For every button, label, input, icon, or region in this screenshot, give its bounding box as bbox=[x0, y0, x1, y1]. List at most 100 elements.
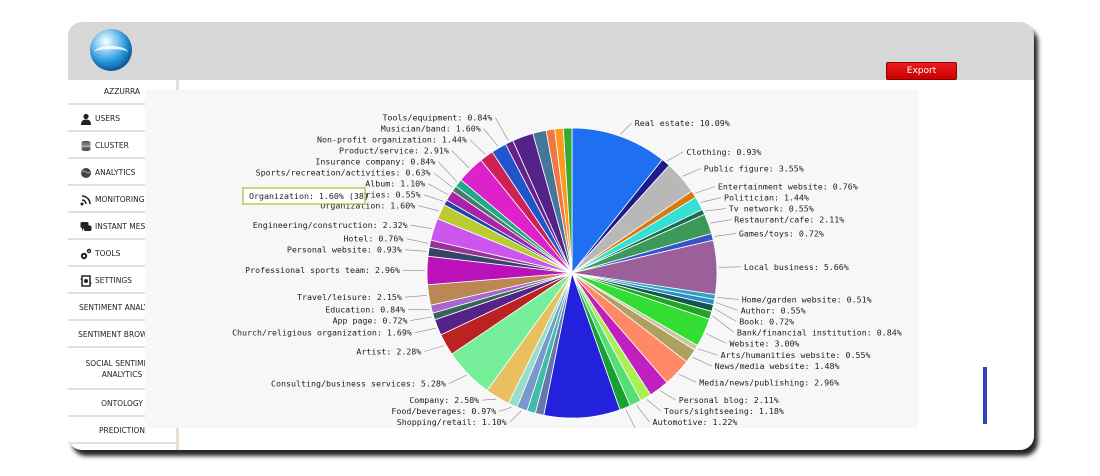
pie-connector-line bbox=[438, 161, 458, 182]
pie-connector-line bbox=[697, 348, 718, 356]
pie-data-label: Tv network: 0.55% bbox=[729, 204, 814, 214]
pie-connector-line bbox=[469, 139, 486, 155]
sidebar-item-label: ANALYTICS bbox=[95, 168, 136, 177]
pie-data-label: Musician/band: 1.60% bbox=[381, 124, 481, 134]
chart-panel: Real estate: 10.09% Clothing: 0.93% Public… bbox=[145, 90, 918, 439]
sidebar-item-users[interactable]: USERS bbox=[68, 107, 176, 132]
pie-connector-line bbox=[695, 186, 715, 194]
pie-data-label: Education: 0.84% bbox=[325, 305, 405, 315]
pie-connector-line bbox=[705, 208, 726, 212]
pie-connector-line bbox=[410, 224, 432, 229]
pie-data-label: Book series: 0.55% bbox=[331, 190, 421, 200]
pie-slices bbox=[426, 127, 718, 419]
wifi-signal-icon bbox=[80, 194, 92, 206]
pie-data-label: Food/beverages: 0.97% bbox=[391, 406, 496, 416]
pie-connector-line bbox=[448, 374, 467, 384]
pie-connector-line bbox=[718, 266, 741, 268]
sidebar-item-settings[interactable]: SETTINGS bbox=[68, 269, 176, 294]
pie-connector-line bbox=[433, 172, 453, 188]
pie-connector-line bbox=[714, 233, 736, 237]
pie-data-label: Book: 0.72% bbox=[739, 316, 794, 326]
sidebar-item-sentiment-browsing[interactable]: SENTIMENT BROWSING bbox=[68, 323, 176, 348]
pie-connector-line bbox=[714, 308, 737, 322]
pie-connector-line bbox=[682, 168, 701, 177]
export-button[interactable]: Export bbox=[886, 62, 957, 80]
pie-data-label: Arts/humanities website: 0.55% bbox=[721, 350, 871, 360]
pie-connector-line bbox=[636, 404, 650, 423]
pie-data-label: Sports/recreation/activities: 0.63% bbox=[256, 168, 431, 178]
pie-connector-line bbox=[482, 398, 497, 401]
pie-connector-line bbox=[692, 356, 712, 367]
sidebar-item-label: TOOLS bbox=[95, 249, 121, 258]
pie-connector-line bbox=[715, 302, 738, 311]
sidebar-item-label: SOCIAL SENTIMENT ANALYTICS bbox=[85, 359, 159, 379]
pie-data-label: Website: 3.00% bbox=[730, 338, 800, 348]
pie-connector-line bbox=[509, 410, 522, 423]
pie-data-label: Personal blog: 2.11% bbox=[679, 395, 779, 405]
sidebar-item-ontology[interactable]: ONTOLOGY bbox=[68, 392, 176, 417]
pie-data-label: Media/news/publishing: 2.96% bbox=[699, 377, 839, 387]
pie-connector-line bbox=[499, 406, 512, 412]
tooltip-text: Organization: 1.60% (38) bbox=[249, 191, 369, 201]
pie-data-label: Home/garden website: 0.51% bbox=[742, 294, 872, 304]
pie-data-label: Entertainment website: 0.76% bbox=[718, 182, 858, 192]
pie-data-label: Politician: 1.44% bbox=[724, 193, 809, 203]
pie-connector-line bbox=[404, 249, 427, 252]
sidebar-item-sentiment-analytics[interactable]: SENTIMENT ANALYTICS bbox=[68, 296, 176, 321]
sidebar-item-instant-message[interactable]: INSTANT MESSAGE bbox=[68, 215, 176, 240]
scrollbar-thumb[interactable] bbox=[983, 367, 987, 424]
pie-data-label: Professional sports team: 2.96% bbox=[245, 265, 400, 275]
sidebar-item-monitoring[interactable]: MONITORING bbox=[68, 188, 176, 213]
sidebar-item-cluster[interactable]: CLUSTER bbox=[68, 134, 176, 159]
sidebar-item-label: USERS bbox=[95, 114, 120, 123]
pie-tooltip: Organization: 1.60% (38) bbox=[242, 187, 369, 205]
sidebar-item-azzurra[interactable]: AZZURRA bbox=[68, 80, 176, 105]
tooltip-box bbox=[242, 187, 366, 205]
pie-data-label: Author: 0.55% bbox=[741, 305, 806, 315]
pie-data-label: Automotive: 1.22% bbox=[653, 417, 738, 427]
pie-connector-line bbox=[625, 409, 638, 434]
pie-data-label: App page: 0.72% bbox=[333, 316, 408, 326]
pie-connector-line bbox=[716, 297, 739, 300]
pie-connector-line bbox=[404, 295, 427, 298]
pie-connector-line bbox=[410, 316, 432, 321]
pie-connector-line bbox=[428, 183, 448, 195]
sidebar-item-label: SETTINGS bbox=[95, 276, 132, 285]
pie-connector-line bbox=[646, 399, 662, 412]
pie-connector-line bbox=[700, 197, 722, 203]
sidebar-item-label: PREDICTION bbox=[98, 426, 145, 435]
globe-logo-icon[interactable] bbox=[90, 29, 132, 71]
pie-connector-line bbox=[712, 315, 735, 333]
pie-data-label: Church/religious organization: 1.69% bbox=[232, 328, 412, 338]
sidebar-item-label: MONITORING bbox=[95, 195, 145, 204]
pie-data-label: Insurance company: 0.84% bbox=[315, 157, 435, 167]
pie-connector-line bbox=[423, 194, 444, 202]
pie-data-label: Games/toys: 0.72% bbox=[739, 228, 824, 238]
settings-icon bbox=[80, 274, 92, 287]
pie-data-label: Non-profit organization: 1.44% bbox=[317, 135, 467, 145]
pie-connector-line bbox=[705, 333, 727, 344]
sidebar-item-social-sentiment-analytics[interactable]: SOCIAL SENTIMENT ANALYTICS bbox=[68, 350, 176, 390]
sidebar-item-analytics[interactable]: ANALYTICS bbox=[68, 161, 176, 186]
pie-data-label: Tools/equipment: 0.84% bbox=[382, 113, 492, 123]
sidebar-item-prediction[interactable]: PREDICTION bbox=[68, 419, 176, 444]
pie-connector-line bbox=[418, 205, 439, 212]
database-icon bbox=[80, 140, 92, 152]
pie-data-label: Real estate: 10.09% bbox=[635, 118, 730, 128]
pie-data-label: Consulting/business services: 5.28% bbox=[271, 379, 446, 389]
pie-connector-line bbox=[620, 122, 633, 135]
pie-connector-line bbox=[414, 327, 436, 333]
pie-slice[interactable] bbox=[571, 127, 663, 275]
pie-slice[interactable] bbox=[562, 127, 573, 274]
pie-data-label: Shopping/retail: 1.10% bbox=[397, 417, 507, 427]
pie-chart: Real estate: 10.09% Clothing: 0.93% Public… bbox=[232, 113, 902, 439]
pie-connector-line bbox=[660, 390, 676, 401]
pie-connector-line bbox=[666, 151, 684, 162]
pie-connector-line bbox=[406, 238, 429, 244]
pie-connector-line bbox=[483, 128, 499, 147]
sidebar-item-label: AZZURRA bbox=[103, 87, 141, 96]
sidebar-item-label: SENTIMENT ANALYTICS bbox=[78, 303, 166, 312]
sidebar-item-tools[interactable]: TOOLS bbox=[68, 242, 176, 267]
gears-icon bbox=[80, 248, 92, 260]
pie-data-label: Personal website: 0.93% bbox=[287, 245, 402, 255]
